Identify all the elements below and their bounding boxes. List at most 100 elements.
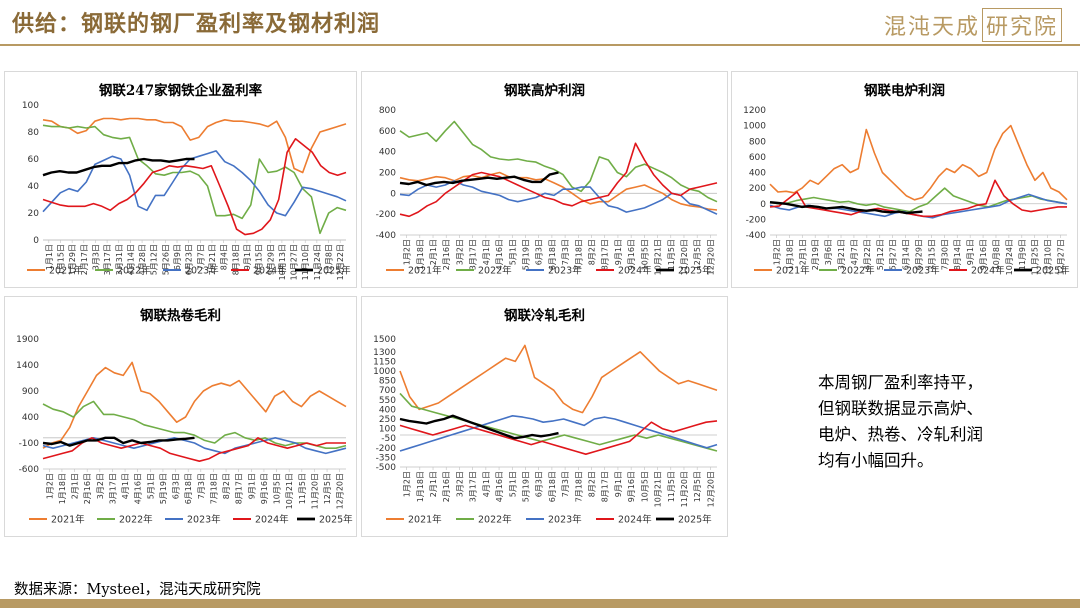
series-line-2024 [399, 420, 718, 455]
x-tick-label: 8月18日 [231, 244, 240, 275]
chart-panel-profit-rate: 钢联247家钢铁企业盈利率 0 20 40 60 80 100 1月1日 1月15日 1月29日 2… [4, 71, 357, 288]
y-tick-label: 600 [379, 127, 396, 137]
x-tick-label: 3月17日 [108, 473, 117, 504]
x-tick-label: 1月18日 [416, 239, 425, 270]
footer-bar [0, 599, 1080, 608]
x-tick-label: 1月18日 [416, 471, 425, 502]
x-tick-label: 5月12日 [876, 239, 885, 270]
x-tick-label: 4月14日 [126, 244, 135, 275]
x-tick-label: 3月31日 [115, 244, 124, 275]
x-tick-label: 2月1日 [429, 239, 438, 265]
y-tick-label: 1300 [373, 348, 396, 358]
logo-box: 研究院 [981, 8, 1062, 42]
x-tick-label: 4月28日 [138, 244, 147, 275]
x-tick-label: 12月20日 [706, 471, 715, 507]
x-tick-label: 1月18日 [58, 473, 67, 504]
x-tick-label: 2月16日 [442, 471, 451, 502]
x-tick-label: 5月26日 [161, 244, 170, 275]
series-line-2022 [42, 124, 347, 235]
x-tick-label: 7月18日 [209, 473, 218, 504]
x-tick-label: 11月9日 [1018, 239, 1027, 270]
series-line-2025 [42, 157, 195, 177]
y-tick-label: 400 [379, 148, 396, 158]
legend-label: 2021年 [776, 265, 810, 277]
y-tick-label: 600 [749, 153, 766, 163]
x-tick-label: 5月1日 [508, 471, 517, 497]
x-tick-label: 5月19日 [159, 473, 168, 504]
series-line-2025 [399, 414, 559, 440]
series-line-2025 [769, 201, 923, 215]
x-tick-label: 7月18日 [574, 239, 583, 270]
chart-electric-furnace-svg: 钢联电炉利润 -400 -200 0 200 400 600 800 1000 1200 1月2日 1… [743, 82, 1070, 277]
x-tick-label: 4月16日 [495, 471, 504, 502]
x-tick-label: 5月19日 [521, 471, 530, 502]
x-tick-label: 4月16日 [134, 473, 143, 504]
x-tick-label: 11月20日 [310, 473, 319, 509]
legend-label: 2023年 [187, 514, 221, 526]
legend-label: 2022年 [117, 265, 151, 277]
y-tick-label: 800 [379, 106, 396, 116]
x-tick-label: 9月16日 [260, 473, 269, 504]
x-tick-label: 6月14日 [902, 239, 911, 270]
data-source: 数据来源：Mysteel，混沌天成研究院 [14, 582, 261, 598]
x-tick-label: 7月18日 [574, 471, 583, 502]
x-tick-label: 1月1日 [45, 244, 54, 270]
legend-label: 2024年 [618, 265, 652, 277]
x-tick-label: 1月2日 [403, 239, 412, 265]
x-tick-label: 5月1日 [146, 473, 155, 499]
x-tick-label: 2月19日 [811, 239, 820, 270]
x-tick-label: 12月5日 [323, 473, 332, 504]
x-tick-label: 10月5日 [640, 239, 649, 270]
x-tick-label: 3月6日 [824, 239, 833, 265]
y-tick-label: -400 [746, 231, 767, 241]
y-tick-label: 1000 [743, 122, 766, 132]
y-tick-label: 850 [379, 377, 396, 387]
x-tick-label: 6月3日 [172, 473, 181, 499]
x-tick-label: 9月1日 [614, 471, 623, 497]
x-tick-label: 8月2日 [222, 473, 231, 499]
x-tick-label: 2月1日 [71, 473, 80, 499]
y-tick-label: 900 [22, 387, 39, 397]
x-tick-label: 5月1日 [508, 239, 517, 265]
x-tick-label: 4月1日 [482, 239, 491, 265]
y-tick-label: 400 [749, 169, 766, 179]
legend-label: 2024年 [971, 265, 1005, 277]
legend-label: 2021年 [408, 514, 442, 526]
x-tick-label: 6月18日 [184, 473, 193, 504]
note-line: 电炉、热卷、冷轧利润 [818, 425, 983, 444]
y-tick-label: 1200 [743, 106, 766, 116]
x-tick-label: 10月21日 [285, 473, 294, 509]
x-tick-label: 1月29日 [68, 244, 77, 275]
logo-main: 混沌天成 [883, 15, 980, 40]
x-tick-label: 3月21日 [837, 239, 846, 270]
y-tick-label: -200 [746, 215, 767, 225]
x-tick-label: 3月17日 [469, 239, 478, 270]
chart-cold-rolled-svg: 钢联冷轧毛利-500-350-200-501002504005507008501… [373, 307, 718, 526]
series-line-2021 [42, 361, 347, 449]
x-tick-label: 11月5日 [667, 239, 676, 270]
x-tick-label: 12月22日 [336, 244, 345, 280]
legend-label: 2023年 [548, 514, 582, 526]
y-tick-label: 400 [379, 405, 396, 415]
x-tick-label: 11月24日 [313, 244, 322, 280]
x-tick-label: 10月24日 [1005, 239, 1014, 275]
header: 供给：钢联的钢厂盈利率及钢材利润 混沌天成 研究院 [0, 0, 1080, 44]
chart-hot-rolled-svg: 钢联热卷毛利 -600 -100 400 900 1400 1900 1月2日 1月18日 2月1… [16, 307, 353, 526]
y-tick-label: 400 [22, 413, 39, 423]
x-tick-label: 10月5日 [640, 471, 649, 502]
x-tick-label: 6月3日 [535, 239, 544, 265]
x-tick-label: 10月8日 [992, 239, 1001, 270]
y-tick-label: 0 [760, 200, 766, 210]
legend-label: 2022年 [478, 265, 512, 277]
header-divider [0, 44, 1080, 46]
x-tick-label: 1月2日 [403, 471, 412, 497]
x-tick-label: 11月20日 [680, 471, 689, 507]
chart-panel-hot-rolled: 钢联热卷毛利 -600 -100 400 900 1400 1900 1月2日 1月18日 2月1… [4, 296, 357, 537]
chart-title: 钢联电炉利润 [864, 82, 945, 99]
y-tick-label: 550 [379, 396, 396, 406]
brand-logo: 混沌天成 研究院 [884, 8, 1062, 42]
x-tick-label: 12月10日 [1044, 239, 1053, 275]
x-tick-label: 7月3日 [561, 239, 570, 265]
series-line-2023 [399, 180, 718, 215]
x-tick-label: 6月23日 [185, 244, 194, 275]
